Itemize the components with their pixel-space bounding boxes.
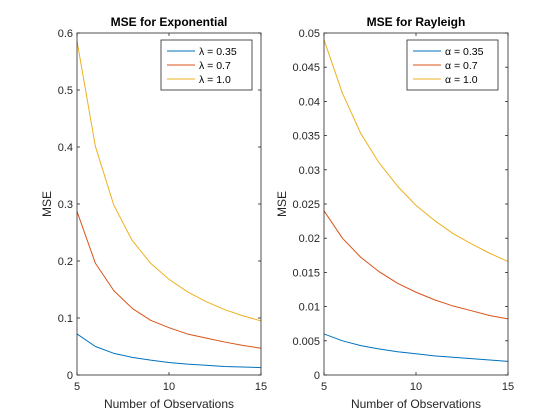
- y-tick-label: 0.045: [292, 62, 320, 74]
- x-tick-label: 5: [321, 381, 327, 393]
- series-line-1: [76, 211, 262, 349]
- y-tick-label: 0.035: [292, 131, 320, 143]
- legend-label-0: α = 0.35: [445, 46, 484, 58]
- x-tick-label: 5: [74, 381, 80, 393]
- chart-title: MSE for Rayleigh: [367, 15, 466, 29]
- series-line-2: [76, 40, 262, 322]
- chart-exponential: 5 10 15 0 0.1 0.2 0.3 0.4 0.5 0.6 MSE for Exponent…: [40, 15, 267, 411]
- x-axis-label: Number of Observations: [104, 397, 234, 411]
- legend-label-2: α = 1.0: [445, 74, 478, 86]
- series-line-1: [323, 210, 509, 320]
- chart-title: MSE for Exponential: [111, 15, 228, 29]
- y-tick-label: 0.03: [299, 165, 320, 177]
- y-tick-label: 0.6: [58, 28, 73, 40]
- legend-label-1: α = 0.7: [445, 60, 478, 72]
- y-axis-label: MSE: [275, 191, 289, 217]
- series-line-0: [323, 333, 509, 362]
- y-tick-label: 0.025: [292, 199, 320, 211]
- series-line-0: [76, 333, 262, 369]
- legend-label-1: λ = 0.7: [199, 60, 231, 72]
- y-tick-label: 0.015: [292, 267, 320, 279]
- y-tick-label: 0.04: [299, 96, 320, 108]
- x-tick-label: 15: [502, 381, 514, 393]
- y-tick-label: 0: [67, 370, 73, 382]
- chart-rayleigh: 5 10 15 0 0.005 0.01 0.015 0.02 0.025 0.03 0.035 0.…: [275, 15, 514, 411]
- y-tick-label: 0.5: [58, 85, 73, 97]
- y-tick-label: 0.02: [299, 233, 320, 245]
- y-tick-label: 0.1: [58, 313, 73, 325]
- series-line-2: [323, 39, 509, 262]
- y-tick-label: 0.01: [299, 302, 320, 314]
- x-tick-label: 15: [255, 381, 267, 393]
- x-tick-label: 10: [410, 381, 422, 393]
- y-tick-label: 0.2: [58, 256, 73, 268]
- legend-label-0: λ = 0.35: [199, 46, 237, 58]
- x-axis-label: Number of Observations: [351, 397, 481, 411]
- y-tick-label: 0: [314, 370, 320, 382]
- y-tick-label: 0.05: [299, 28, 320, 40]
- y-tick-label: 0.4: [58, 142, 73, 154]
- y-tick-label: 0.3: [58, 199, 73, 211]
- x-tick-label: 10: [163, 381, 175, 393]
- legend-label-2: λ = 1.0: [199, 74, 231, 86]
- y-axis-label: MSE: [40, 191, 54, 217]
- y-tick-label: 0.005: [292, 336, 320, 348]
